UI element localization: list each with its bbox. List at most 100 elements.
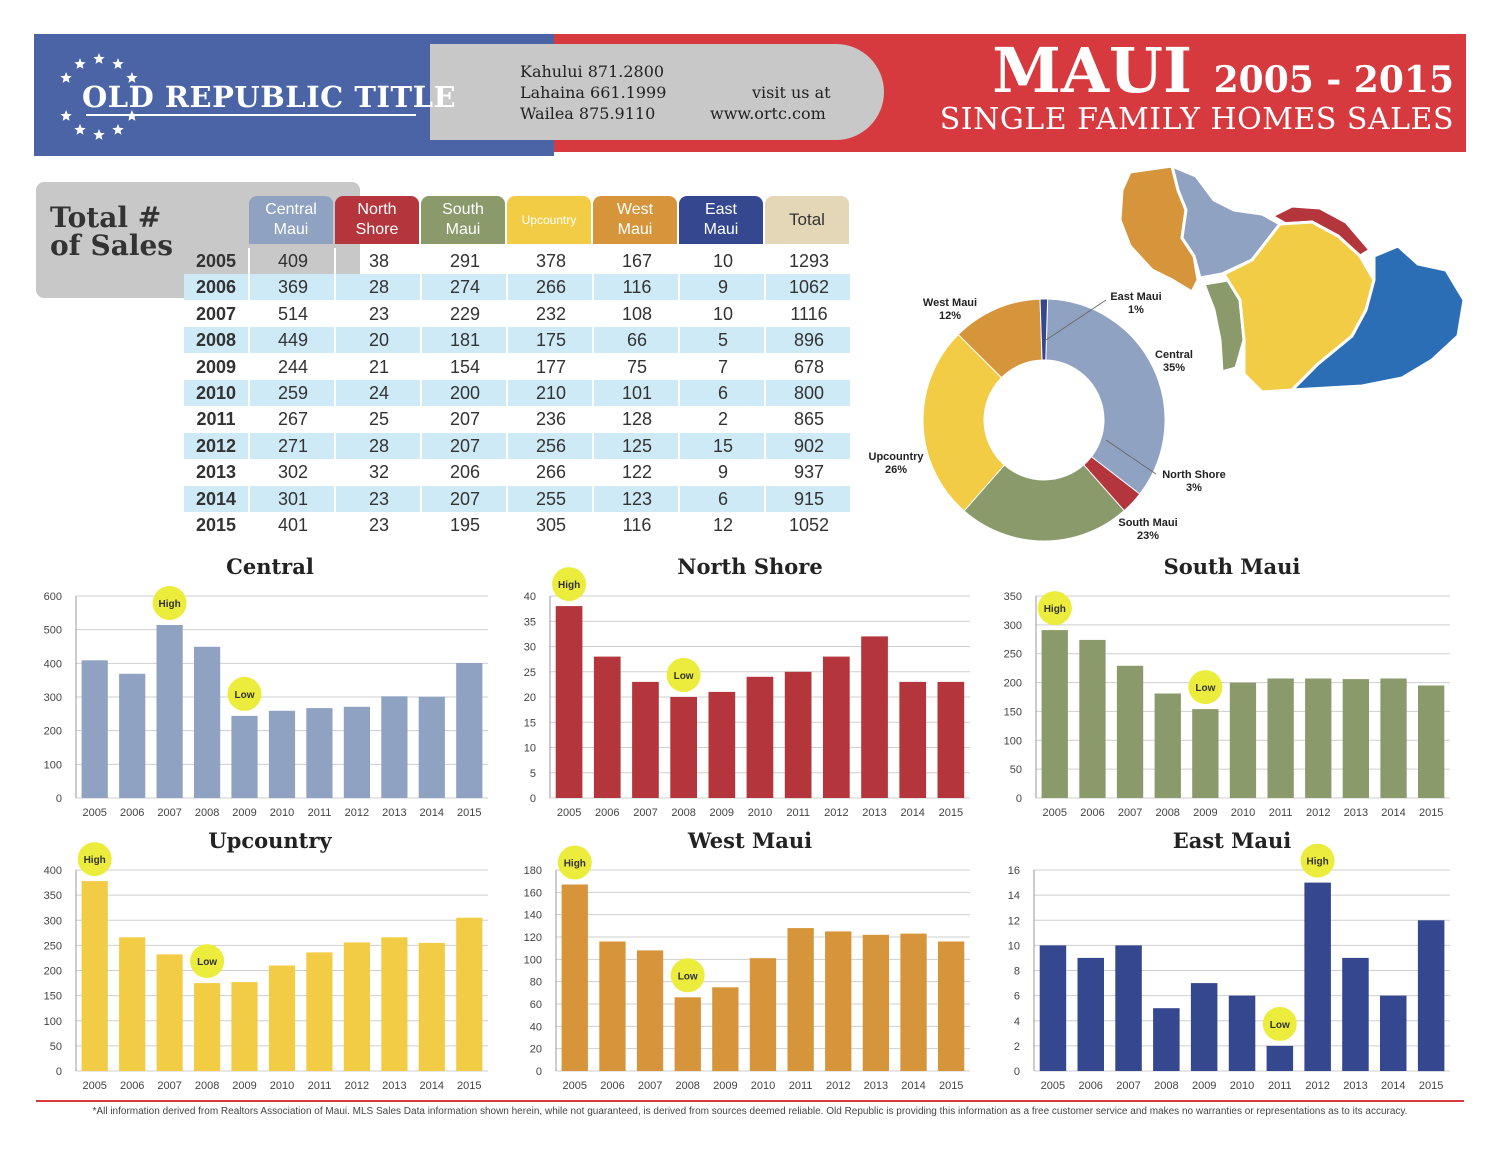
bar <box>418 942 445 1071</box>
bar <box>231 715 258 798</box>
table-cell: 6 <box>678 380 766 406</box>
table-cell: 401 <box>248 512 336 538</box>
low-marker-label: Low <box>674 671 694 682</box>
table-row: 2010 259 24 200 210 101 6 800 <box>184 380 850 406</box>
table-cell: 177 <box>506 353 594 380</box>
y-tick-label: 250 <box>1004 649 1022 661</box>
y-tick-label: 12 <box>1008 915 1020 927</box>
bar <box>1304 882 1331 1071</box>
x-tick-label: 2008 <box>675 1080 699 1092</box>
x-tick-label: 2005 <box>1041 1080 1065 1092</box>
y-tick-label: 0 <box>1014 1066 1020 1078</box>
x-tick-label: 2005 <box>82 807 106 819</box>
y-tick-label: 400 <box>44 658 62 670</box>
table-cell: 369 <box>248 274 336 301</box>
table-title-line1: Total # <box>50 201 162 234</box>
phone-lahaina: Lahaina 661.1999 <box>520 83 667 102</box>
high-marker <box>557 845 592 880</box>
low-marker-label: Low <box>1270 1020 1290 1031</box>
x-tick-label: 2015 <box>939 1080 963 1092</box>
table-cell: 6 <box>678 485 766 512</box>
donut-label: Central <box>1155 349 1193 361</box>
chart-title: Central <box>226 554 314 579</box>
bar <box>156 954 183 1071</box>
table-cell: 915 <box>764 485 852 512</box>
bar-chart-central: Central 0 100 200 300 400 500 600 2005 2006 2007 20… <box>44 554 488 819</box>
website-link[interactable]: www.ortc.com <box>710 104 826 123</box>
high-marker-label: High <box>158 599 180 610</box>
footnote: *All information derived from Realtors A… <box>92 1106 1408 1117</box>
x-tick-label: 2011 <box>789 1080 813 1092</box>
bar <box>418 696 445 798</box>
bar <box>1116 665 1144 798</box>
table-cell: 12 <box>678 512 766 538</box>
low-marker <box>227 676 262 711</box>
bar <box>343 706 370 798</box>
donut-label: North Shore <box>1162 469 1226 481</box>
bar <box>1229 682 1257 798</box>
chart-title: West Maui <box>687 828 812 853</box>
x-tick-label: 2008 <box>195 807 219 819</box>
x-tick-label: 2006 <box>600 1080 624 1092</box>
table-cell: 15 <box>678 432 766 459</box>
phone-wailea: Wailea 875.9110 <box>520 104 656 123</box>
table-cell: 9 <box>678 459 766 486</box>
title-years: 2005 - 2015 <box>1213 59 1454 101</box>
y-tick-label: 0 <box>56 793 62 805</box>
table-cell: 25 <box>334 406 422 433</box>
x-tick-label: 2015 <box>1419 807 1443 819</box>
bar <box>194 646 221 798</box>
table-cell: 128 <box>592 406 680 433</box>
y-tick-label: 4 <box>1014 1016 1020 1028</box>
star-icon <box>74 58 86 69</box>
bar <box>599 941 626 1071</box>
x-tick-label: 2012 <box>824 807 848 819</box>
chart-title: South Maui <box>1164 554 1301 579</box>
bar <box>306 708 333 798</box>
table-cell: 267 <box>248 406 336 433</box>
table-cell: 23 <box>334 512 422 538</box>
bar <box>268 965 296 1071</box>
high-marker <box>77 842 112 877</box>
bar <box>81 660 108 798</box>
y-tick-label: 350 <box>1004 591 1022 603</box>
map-region-east-maui <box>1288 244 1466 392</box>
y-tick-label: 400 <box>44 865 62 877</box>
header-label-line2: Maui <box>617 221 653 238</box>
table-cell: 207 <box>420 485 508 512</box>
page-title: MAUI 2005 - 2015 <box>992 40 1454 111</box>
visit-label: visit us at <box>752 83 831 102</box>
table-cell: 66 <box>592 327 680 354</box>
bar <box>1417 920 1445 1072</box>
x-tick-label: 2011 <box>1269 807 1293 819</box>
star-icon <box>74 123 86 135</box>
bar <box>381 696 408 798</box>
table-row: 2012 271 28 207 256 125 15 902 <box>184 432 850 459</box>
x-tick-label: 2014 <box>420 807 444 819</box>
table-cell: 154 <box>420 353 508 380</box>
y-tick-label: 100 <box>524 954 542 966</box>
table-cell: 101 <box>592 380 680 406</box>
table-cell: 865 <box>764 406 852 433</box>
bar <box>1342 957 1369 1071</box>
table-cell: 28 <box>334 432 422 459</box>
table-cell: 2 <box>678 406 766 433</box>
donut-slice <box>1039 298 1049 361</box>
x-tick-label: 2009 <box>713 1080 737 1092</box>
bar <box>749 958 777 1071</box>
y-tick-label: 150 <box>44 991 62 1003</box>
donut-label: Upcountry <box>869 451 925 463</box>
star-icon <box>126 72 138 83</box>
donut-value-label: 1% <box>1128 304 1144 316</box>
x-tick-label: 2011 <box>786 807 810 819</box>
header-label-line1: West <box>616 201 654 218</box>
x-tick-label: 2012 <box>1305 1080 1329 1092</box>
x-tick-label: 2005 <box>557 807 581 819</box>
x-tick-label: 2008 <box>1154 1080 1178 1092</box>
high-marker <box>1300 843 1335 878</box>
bar <box>1077 957 1104 1071</box>
table-cell: 302 <box>248 459 336 486</box>
table-year-cell: 2012 <box>195 435 237 456</box>
